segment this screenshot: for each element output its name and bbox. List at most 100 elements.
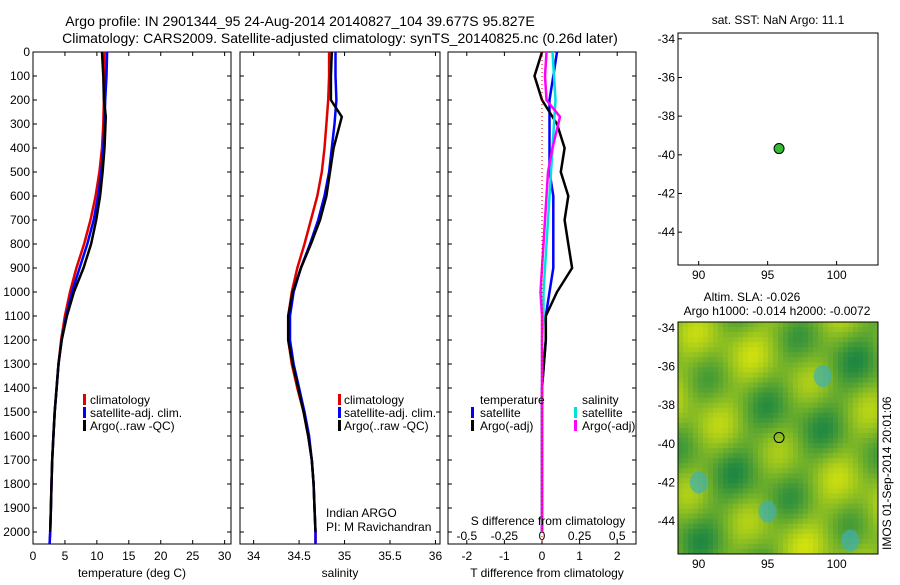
sla-heatmap-cell (848, 513, 854, 520)
sla-heatmap-cell (868, 528, 874, 535)
sla-heatmap-cell (708, 523, 714, 530)
sla-heatmap-cell (818, 352, 824, 358)
sla-heatmap-cell (848, 548, 854, 555)
sla-heatmap-cell (733, 473, 739, 479)
sla-heatmap-cell (728, 417, 734, 424)
sla-heatmap-cell (708, 407, 714, 414)
sla-heatmap-cell (813, 402, 819, 409)
sla-heatmap-cell (858, 508, 864, 515)
sla-heatmap-cell (693, 528, 699, 535)
sla-heatmap-cell (813, 422, 819, 429)
sla-heatmap-cell (873, 458, 879, 464)
sla-heatmap-cell (678, 422, 684, 429)
legend-label-t-argo: Argo(-adj) (480, 419, 533, 433)
sla-heatmap-cell (843, 548, 849, 555)
sla-heatmap-cell (763, 463, 769, 469)
sla-heatmap-cell (768, 332, 774, 338)
sla-heatmap-cell (723, 332, 729, 338)
sla-heatmap-cell (778, 468, 784, 474)
sla-heatmap-cell (743, 523, 749, 530)
depth-tick-label: 1800 (3, 477, 30, 491)
sla-heatmap-cell (713, 453, 719, 459)
sla-heatmap-cell (703, 322, 709, 328)
sla-heatmap-cell (698, 327, 704, 333)
sla-heatmap-cell (838, 523, 844, 530)
sla-heatmap-cell (823, 443, 829, 449)
sla-heatmap-cell (768, 372, 774, 378)
sla-heatmap-cell (858, 332, 864, 338)
sla-heatmap-cell (873, 382, 879, 389)
sla-heatmap-cell (823, 528, 829, 535)
sla-heatmap-cell (698, 357, 704, 363)
sla-heatmap-cell (728, 453, 734, 459)
sla-heatmap-cell (853, 453, 859, 459)
sla-heatmap-cell (713, 357, 719, 363)
sla-heatmap-cell (838, 473, 844, 479)
temperature-xtick-label: 20 (154, 549, 168, 563)
sla-heatmap-cell (818, 473, 824, 479)
sla-heatmap-cell (743, 448, 749, 454)
sla-heatmap-cell (843, 473, 849, 479)
sla-heatmap-cell (868, 533, 874, 540)
sla-heatmap-cell (678, 402, 684, 409)
sla-heatmap-cell (843, 392, 849, 399)
sla-heatmap-cell (843, 478, 849, 484)
sla-heatmap-cell (793, 488, 799, 494)
sla-heatmap-cell (783, 322, 789, 328)
sla-heatmap-cell (723, 427, 729, 434)
sla-heatmap-cell (818, 543, 824, 550)
sla-heatmap-cell (688, 322, 694, 328)
sla-heatmap-cell (833, 513, 839, 520)
sla-heatmap-cell (738, 543, 744, 550)
sla-map-title-line2: Argo h1000: -0.014 h2000: -0.0072 (684, 304, 871, 318)
sla-heatmap-cell (798, 412, 804, 419)
sla-heatmap-cell (703, 427, 709, 434)
sla-heatmap-cell (733, 357, 739, 363)
sla-heatmap-cell (823, 392, 829, 399)
sla-heatmap-cell (798, 332, 804, 338)
sla-heatmap-cell (813, 543, 819, 550)
sla-heatmap-cell (758, 397, 764, 404)
sla-heatmap-cell (858, 503, 864, 510)
sla-heatmap-cell (723, 392, 729, 399)
sla-heatmap-cell (718, 422, 724, 429)
sla-heatmap-cell (768, 543, 774, 550)
sla-heatmap-cell (788, 473, 794, 479)
sla-heatmap-cell (793, 538, 799, 545)
sla-heatmap-cell (723, 443, 729, 449)
sla-heatmap-cell (818, 347, 824, 353)
sla-heatmap-cell (798, 438, 804, 444)
salinity-series-argo-raw-qc- (286, 51, 344, 533)
sla-heatmap-cell (693, 377, 699, 384)
sla-heatmap-cell (753, 417, 759, 424)
sla_map-ytick-label: -44 (658, 514, 676, 528)
sla-heatmap-cell (773, 493, 779, 500)
sla-heatmap-cell (723, 357, 729, 363)
sla-heatmap-cell (683, 498, 689, 505)
sla-heatmap-cell (838, 357, 844, 363)
sla-heatmap-cell (863, 397, 869, 404)
sla-heatmap-cell (713, 417, 719, 424)
sla-heatmap-cell (713, 548, 719, 555)
sla-heatmap-cell (858, 322, 864, 328)
sla-heatmap-cell (748, 322, 754, 328)
sla-heatmap-cell (803, 463, 809, 469)
sla-heatmap-cell (773, 362, 779, 368)
sla-heatmap-cell (818, 332, 824, 338)
sla-heatmap-cell (853, 357, 859, 363)
sla-heatmap-cell (803, 453, 809, 459)
sla-heatmap-cell (783, 488, 789, 494)
sla-heatmap-cell (728, 327, 734, 333)
sla-heatmap-cell (693, 493, 699, 500)
sla-heatmap-cell (758, 382, 764, 389)
sla-heatmap-cell (823, 327, 829, 333)
sla-heatmap-cell (778, 518, 784, 525)
depth-tick-label: 700 (10, 213, 30, 227)
sla-heatmap-cell (703, 443, 709, 449)
sla-heatmap-cell (753, 438, 759, 444)
sla-heatmap-cell (833, 473, 839, 479)
sla-heatmap-cell (733, 332, 739, 338)
sla-heatmap-cell (733, 382, 739, 389)
sla-heatmap-cell (798, 372, 804, 378)
sla_map-ytick-label: -40 (658, 437, 676, 451)
